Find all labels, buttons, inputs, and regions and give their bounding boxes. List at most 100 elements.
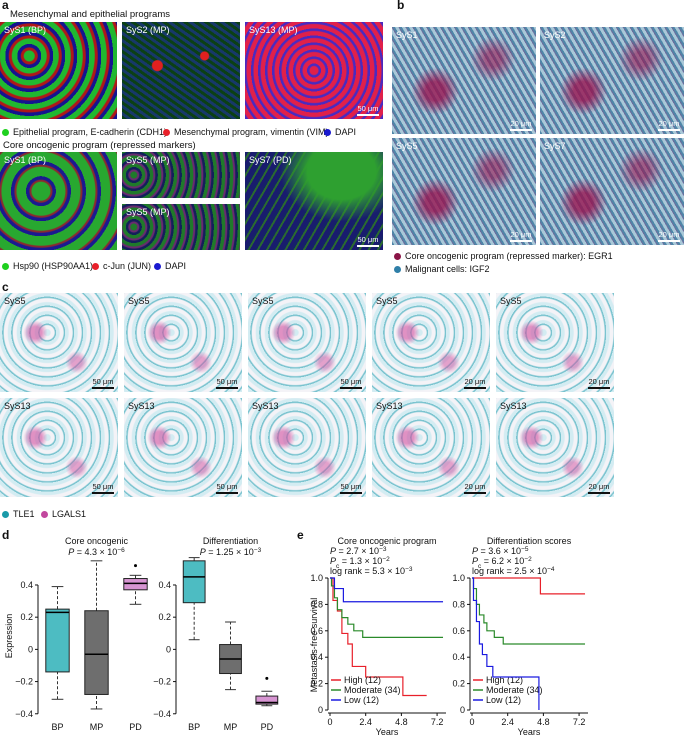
survival-curve [330,577,444,638]
plot-title: Differentiation scores [487,536,572,546]
scale-bar: 50 μm [92,482,114,494]
legend-text: DAPI [165,261,187,271]
stat-exponent: −2 [382,556,390,563]
micrograph: SyS13 (MP) 50 μm [245,22,383,119]
scale-bar: 20 μm [658,119,680,131]
scale-line [340,387,362,389]
micrograph: SyS13 20 μm [372,398,490,497]
x-axis-label: Years [376,727,399,737]
box [123,578,148,591]
x-tick-label: 0 [327,717,332,727]
stat: log rank = 2.5 × 10−4 [472,566,555,577]
stat-exponent: −4 [547,566,555,573]
scale-line [464,387,486,389]
micrograph: SyS7 (PD) 50 μm [245,152,383,250]
y-tick-label: 0 [166,644,171,654]
legend-label: Moderate (34) [486,685,543,695]
legend-text: Epithelial program, E-cadherin (CDH1) [13,127,168,137]
plot-title: Core oncogenic program [337,536,436,546]
legend-text: c-Jun (JUN) [103,261,152,271]
micrograph: SyS5 (MP) [122,204,240,250]
stat: P = 3.6 × 10−5 [472,546,529,557]
image-label: SyS2 [544,30,566,40]
legend-item: Malignant cells: IGF2 [394,264,490,274]
legend-item: TLE1 [2,509,35,519]
stat-mantissa: = 6.2 × 10 [481,556,524,566]
stat: P = 2.7 × 10−3 [330,546,387,557]
legend-dot [394,265,401,273]
stat-mantissa: = 5.3 × 10 [362,566,405,576]
panel-letter: d [2,528,9,542]
image-label: SyS5 [396,141,418,151]
x-tick-label: BP [188,722,200,732]
x-tick-label: 7.2 [431,717,444,727]
panel-title: Core oncogenic program (repressed marker… [3,140,196,151]
legend-dot [41,510,48,518]
panel-letter: e [297,528,304,542]
micrograph: SyS13 50 μm [0,398,118,497]
scale-line [510,129,532,131]
scale-bar: 50 μm [357,235,379,247]
x-tick-label: 4.8 [537,717,550,727]
image-label: SyS5 [128,296,150,306]
stat-subscript: c [478,563,482,570]
legend-dot [154,262,161,270]
stat-symbol: P [330,556,336,566]
scale-bar: 20 μm [510,230,532,242]
scale-line [464,492,486,494]
stat-symbol: log rank [472,566,505,576]
image-label: SyS5 [500,296,522,306]
y-tick-label: 0 [318,705,323,715]
legend-label: High (12) [344,675,381,685]
y-tick-label: 0.4 [310,652,323,662]
y-axis-label: Metastasis-free survival [309,598,319,693]
stat-exponent: −2 [524,556,532,563]
legend-label: Low (12) [486,695,521,705]
image-label: SyS1 [396,30,418,40]
x-tick-label: 7.2 [573,717,586,727]
y-tick-label: 0.4 [158,580,171,590]
micrograph: SyS13 50 μm [124,398,242,497]
y-tick-label: −0.2 [15,677,33,687]
legend-item: DAPI [154,261,186,271]
stat-symbol: log rank [330,566,363,576]
micrograph: SyS5 50 μm [0,293,118,392]
stat-exponent: −3 [254,547,262,554]
panel-letter: c [2,280,9,294]
survival-curve [472,577,586,595]
scale-line [92,492,114,494]
y-tick-label: −0.4 [15,709,33,719]
stat-mantissa: = 3.6 × 10 [478,546,521,556]
image-label: SyS7 [544,141,566,151]
micrograph: SyS1 (BP) [0,22,117,119]
box [45,608,70,673]
legend-item: LGALS1 [41,509,86,519]
micrograph: SyS13 50 μm [248,398,366,497]
legend-dot [394,252,401,260]
x-tick-label: 4.8 [395,717,408,727]
image-label: SyS5 (MP) [126,207,170,217]
scale-line [216,492,238,494]
x-tick-label: 2.4 [501,717,514,727]
legend-text: Malignant cells: IGF2 [405,264,490,274]
legend-item: Mesenchymal program, vimentin (VIM) [163,127,329,137]
x-tick-label: BP [51,722,63,732]
scale-bar: 20 μm [464,377,486,389]
legend-item: c-Jun (JUN) [92,261,151,271]
y-tick-label: 0.4 [452,652,465,662]
stat-symbol: P [200,547,206,557]
legend-item: DAPI [324,127,356,137]
box [84,610,109,695]
micrograph: SyS5 (MP) [122,152,240,198]
stat: P = 1.25 × 10−3 [200,547,262,558]
stat-symbol: P [330,546,336,556]
image-label: SyS1 (BP) [4,155,47,165]
legend-label: High (12) [486,675,523,685]
stat: P = 4.3 × 10−6 [68,547,125,558]
y-tick-label: 1.0 [452,573,465,583]
image-label: SyS13 [252,401,279,411]
stat-symbol: P [68,547,74,557]
scale-bar: 50 μm [216,482,238,494]
stat-exponent: −3 [379,546,387,553]
